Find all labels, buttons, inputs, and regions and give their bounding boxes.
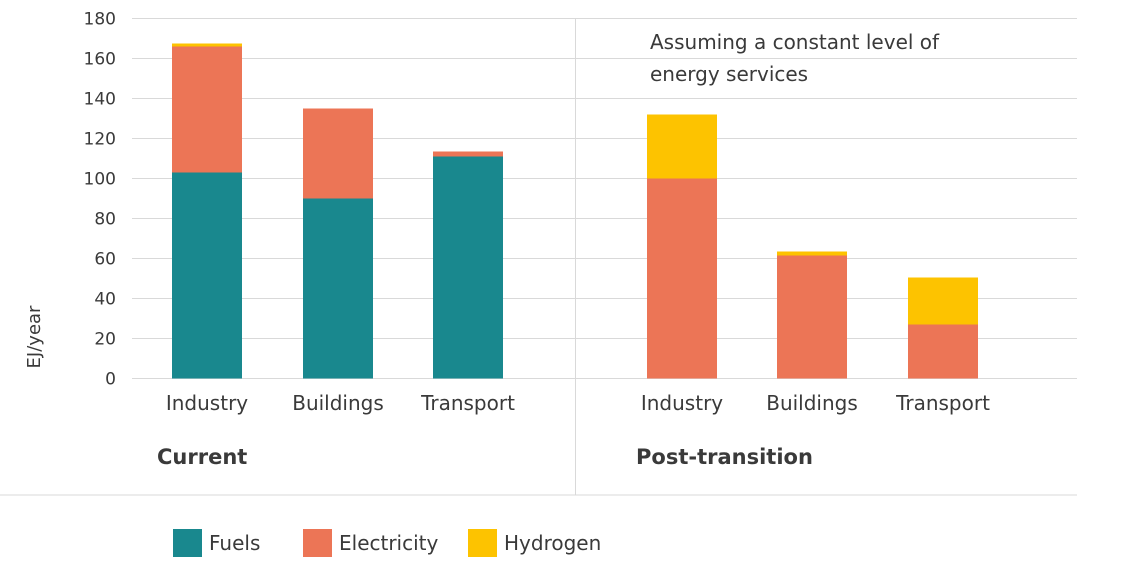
y-tick-label: 20 <box>94 330 116 350</box>
y-tick-label: 100 <box>84 170 116 190</box>
y-tick-label: 180 <box>84 10 116 30</box>
category-label: Buildings <box>292 391 384 415</box>
bar-electricity <box>303 108 373 199</box>
y-tick-label: 120 <box>84 130 116 150</box>
category-label: Transport <box>895 391 990 415</box>
bar-electricity <box>647 178 717 379</box>
bars <box>172 43 978 379</box>
bar-hydrogen <box>908 277 978 325</box>
bar-fuels <box>433 156 503 379</box>
legend: Fuels Electricity Hydrogen <box>173 529 601 557</box>
bar-electricity <box>433 151 503 157</box>
group-label: Current <box>157 445 247 469</box>
legend-swatch-hydrogen <box>468 529 497 557</box>
legend-label-hydrogen: Hydrogen <box>504 531 601 555</box>
category-label: Buildings <box>766 391 858 415</box>
category-label: Industry <box>166 391 248 415</box>
labels: 0 20 40 60 80 100 120 140 160 180 EJ/year Industry B… <box>24 10 990 470</box>
category-label: Transport <box>420 391 515 415</box>
y-tick-label: 160 <box>84 50 116 70</box>
legend-swatch-electricity <box>303 529 332 557</box>
bar-hydrogen <box>172 43 242 47</box>
legend-label-fuels: Fuels <box>209 531 260 555</box>
legend-label-electricity: Electricity <box>339 531 439 555</box>
bar-hydrogen <box>647 114 717 179</box>
bar-electricity <box>908 324 978 379</box>
category-label: Industry <box>641 391 723 415</box>
annotation-text: energy services <box>650 62 808 86</box>
y-tick-label: 0 <box>105 370 116 390</box>
bar-hydrogen <box>777 251 847 256</box>
bar-electricity <box>172 46 242 173</box>
gridlines <box>0 18 1077 496</box>
annotation-text: Assuming a constant level of <box>650 30 940 54</box>
group-label: Post-transition <box>636 445 813 469</box>
y-tick-label: 80 <box>94 210 116 230</box>
y-tick-label: 140 <box>84 90 116 110</box>
y-tick-label: 60 <box>94 250 116 270</box>
bar-fuels <box>303 198 373 379</box>
y-tick-label: 40 <box>94 290 116 310</box>
y-axis-title: EJ/year <box>24 305 45 369</box>
legend-swatch-fuels <box>173 529 202 557</box>
bar-electricity <box>777 255 847 379</box>
bar-fuels <box>172 172 242 379</box>
